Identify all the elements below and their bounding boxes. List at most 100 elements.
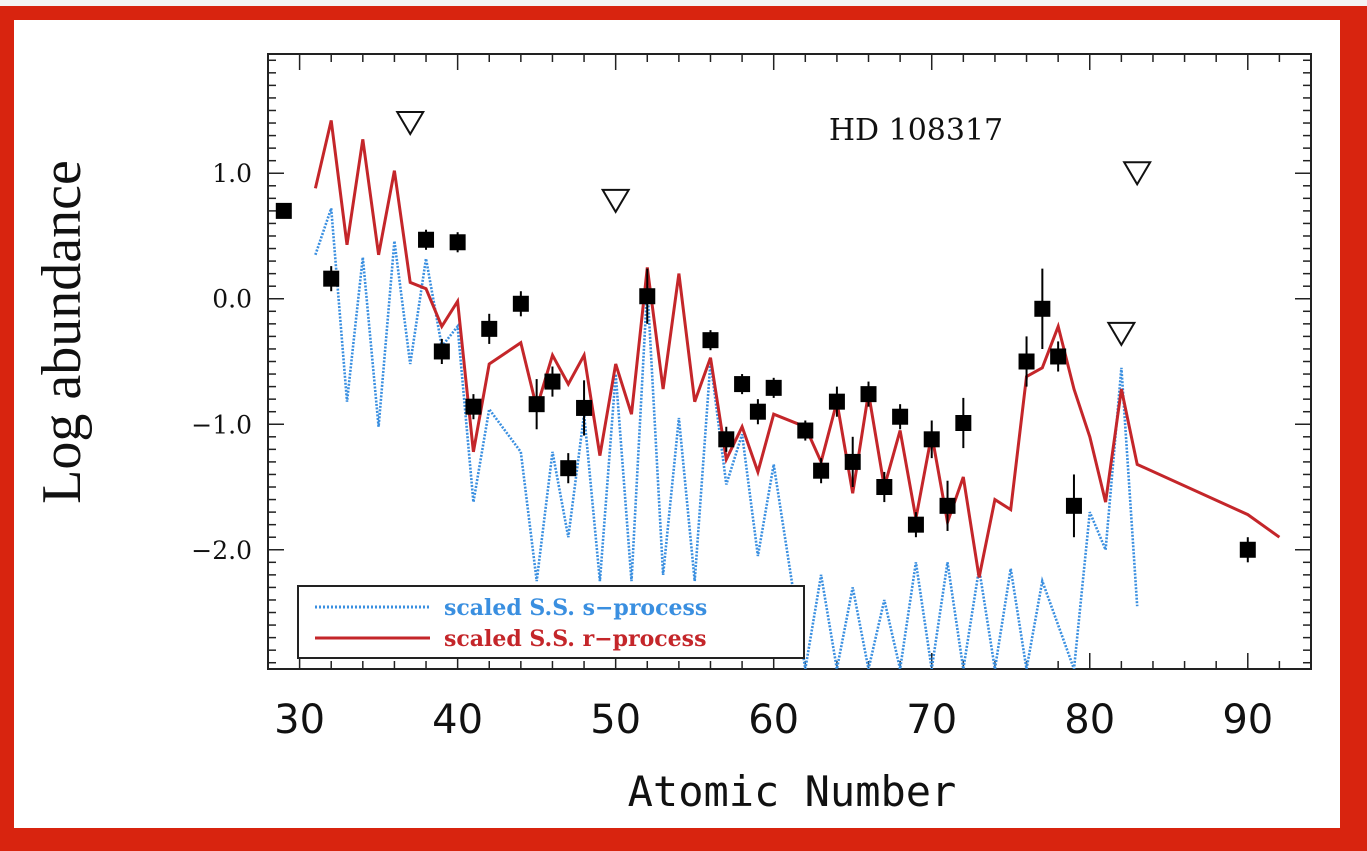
data-point — [892, 404, 909, 430]
data-point-marker — [449, 234, 466, 251]
data-point — [797, 420, 814, 441]
r-process-line-group — [313, 120, 1281, 578]
upper-limit-markers — [395, 111, 1152, 347]
data-points — [275, 202, 1256, 563]
top-cropped-strip — [0, 0, 1367, 6]
data-point-marker — [718, 431, 735, 448]
data-point-marker — [939, 497, 956, 514]
x-tick-label: 70 — [906, 697, 957, 743]
y-tick-label: 1.0 — [212, 159, 252, 188]
x-tick-label: 30 — [274, 697, 325, 743]
data-point — [639, 268, 656, 324]
data-point — [1065, 474, 1082, 538]
data-point — [876, 471, 893, 503]
data-point — [939, 480, 956, 531]
upper-limit-triangle — [1122, 161, 1152, 187]
data-point — [1018, 336, 1035, 387]
data-point-marker — [749, 403, 766, 420]
x-tick-label: 50 — [590, 697, 641, 743]
y-tick-labels: 1.0 0.0 −1.0 −2.0 — [191, 159, 252, 565]
x-axis-title: Atomic Number — [628, 767, 957, 816]
x-tick-label: 80 — [1064, 697, 1115, 743]
data-point — [465, 394, 482, 420]
data-point-marker — [955, 415, 972, 431]
data-point-marker — [892, 408, 909, 425]
data-point — [275, 202, 292, 219]
data-point — [844, 436, 861, 488]
data-point — [907, 512, 924, 538]
data-point — [1050, 341, 1067, 372]
data-point — [765, 377, 782, 398]
data-point — [828, 386, 845, 417]
data-point-marker — [418, 231, 435, 248]
data-point-marker — [481, 320, 498, 337]
data-point — [702, 330, 719, 351]
data-point — [576, 380, 593, 436]
data-point-marker — [702, 332, 719, 349]
axis-ticks — [268, 54, 1311, 669]
y-tick-label: −2.0 — [191, 536, 252, 565]
data-point-marker — [465, 398, 482, 415]
data-point-marker — [323, 270, 340, 287]
x-tick-label: 90 — [1222, 697, 1273, 743]
data-point — [813, 458, 830, 484]
data-point-marker — [860, 386, 877, 403]
data-point-marker — [1034, 300, 1051, 317]
data-point-marker — [765, 379, 782, 396]
x-tick-labels: 30 40 50 60 70 80 90 — [274, 697, 1273, 743]
legend-box — [297, 585, 805, 659]
data-point — [1034, 268, 1051, 349]
data-point-marker — [576, 399, 593, 416]
data-point-marker — [734, 376, 751, 393]
upper-limit-triangle — [395, 111, 425, 136]
data-point-marker — [1065, 497, 1082, 514]
data-point — [749, 399, 766, 425]
data-point-marker — [844, 453, 861, 470]
data-point-marker — [876, 479, 893, 496]
data-point — [734, 374, 751, 395]
data-point-marker — [433, 343, 450, 360]
data-point — [481, 313, 498, 344]
data-point — [718, 426, 735, 452]
upper-limit-triangle — [600, 188, 631, 214]
data-point — [923, 420, 940, 459]
data-point-marker — [1050, 348, 1067, 365]
data-point-marker — [560, 460, 577, 477]
data-point — [955, 397, 972, 449]
data-point-marker — [828, 393, 845, 410]
data-point — [418, 229, 435, 250]
data-point-marker — [1239, 541, 1256, 558]
y-tick-label: −1.0 — [191, 410, 252, 439]
legend-r-process-label: scaled S.S. r−process — [444, 626, 706, 652]
data-point-marker — [923, 431, 940, 448]
y-axis-title: Log abundance — [31, 160, 93, 504]
data-point — [512, 291, 529, 317]
data-point — [528, 379, 545, 430]
data-point-marker — [639, 288, 656, 305]
x-tick-label: 40 — [432, 697, 483, 743]
data-point-marker — [797, 422, 814, 439]
r-process-line — [313, 120, 1281, 578]
data-point-marker — [1018, 353, 1035, 370]
data-point — [449, 232, 466, 253]
star-name-annotation: HD 108317 — [829, 113, 1003, 148]
data-point-marker — [544, 373, 561, 390]
s-process-line-group — [314, 207, 1139, 669]
x-tick-label: 60 — [748, 697, 799, 743]
data-point-marker — [275, 202, 292, 219]
data-point — [433, 338, 450, 365]
s-process-line — [314, 207, 1139, 669]
data-point-marker — [512, 295, 529, 312]
data-point-marker — [907, 516, 924, 533]
plot-frame — [267, 53, 1312, 670]
legend-s-process-label: scaled S.S. s−process — [444, 595, 707, 621]
data-point — [1239, 537, 1256, 563]
data-point — [544, 366, 561, 397]
legend: scaled S.S. s−process scaled S.S. r−proc… — [297, 585, 805, 659]
data-point-marker — [528, 396, 545, 413]
data-point-marker — [813, 462, 830, 479]
plot-area-border — [267, 53, 1312, 670]
upper-limit-triangle — [1106, 321, 1137, 347]
data-point — [860, 381, 877, 407]
